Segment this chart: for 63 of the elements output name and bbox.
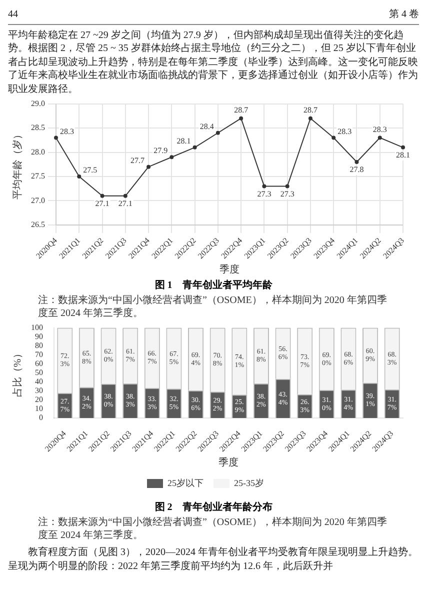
text: 注：数据来源为“中国小微经营者调查”（OSOME），样本期间为 2020 年第四季度至 2024 年第三季度。 <box>37 516 388 542</box>
point <box>262 184 266 188</box>
point <box>285 184 290 188</box>
point <box>354 160 359 164</box>
y-tick-label: 70 <box>35 350 43 359</box>
point <box>123 194 128 198</box>
legend-label: 25岁以下 <box>168 478 204 488</box>
y-tick-label: 10 <box>35 404 43 414</box>
data-label: 28.3 <box>60 126 74 136</box>
y-tick-label: 26.5 <box>31 220 45 230</box>
data-label: 28.1 <box>176 136 191 146</box>
data-label: 28.7 <box>234 105 248 114</box>
text: 第 4 卷 <box>389 8 419 22</box>
data-label: 28.7 <box>303 105 318 114</box>
text: 平均年龄稳定在 27 ~29 岁之间（均值为 27.9 岁），但内部构成却呈现出值得关注的变化趋势。根据图 2，尽管 25 ~ 35 岁群体始终占据主导地位（约三分之二），但 25 岁以下青年创业者占比却呈现波动上升趋势，特别是在每年第二季度（毕业季）达到高峰。这一变化可能反映了近年来高校毕业生在就业市场面临挑战的背景下，更多选择通过创业（如开设小店等）作为职业发展路径。 <box>8 28 419 96</box>
text: 图 1 青年创业者平均年龄 <box>154 278 274 292</box>
data-label: 27.3 <box>257 189 272 198</box>
data-label: 28.3 <box>372 124 387 134</box>
y-tick-label: 90 <box>35 332 43 341</box>
data-label: 28.4 <box>200 122 214 131</box>
point <box>192 145 197 150</box>
point <box>170 155 174 160</box>
y-tick-label: 0 <box>39 413 43 422</box>
x-axis-title: 季度 <box>218 456 238 469</box>
y-axis-title: 占比（%） <box>12 348 24 398</box>
x-axis-title: 季度 <box>220 264 240 276</box>
y-tick-label: 30 <box>35 386 43 396</box>
point <box>146 164 151 169</box>
data-label: 28.1 <box>396 150 410 160</box>
y-tick-label: 27.0 <box>31 196 45 205</box>
data-label: 27.1 <box>95 198 110 208</box>
data-label: 27.3 <box>280 189 294 198</box>
point <box>332 136 336 140</box>
legend-label: 25-35岁 <box>234 478 264 488</box>
y-tick-label: 100 <box>31 322 43 332</box>
y-tick-label: 40 <box>35 377 43 386</box>
y-tick-label: 28.0 <box>31 147 45 156</box>
y-tick-label: 20 <box>35 395 43 404</box>
text: 教育程度方面（见图 3），2020—2024 年青年创业者平均受教育年限呈现明显上升趋势。呈现为两个明显的阶段：2022 年第三季度前平均约为 12.6 年，此后跃升并 <box>8 546 419 573</box>
data-label: 27.7 <box>130 156 145 165</box>
y-tick-label: 60 <box>35 358 43 368</box>
data-label: 28.3 <box>338 126 352 136</box>
point <box>100 194 104 198</box>
data-label: 27.5 <box>83 166 98 175</box>
text: 注：数据来源为“中国小微经营者调查”（OSOME），样本期间为 2020 年第四季度至 2024 年第三季度。 <box>37 294 388 320</box>
point <box>401 145 405 150</box>
point <box>308 116 312 120</box>
y-tick-label: 80 <box>35 340 43 350</box>
y-tick-label: 29.0 <box>31 98 45 108</box>
point <box>216 130 220 135</box>
text: 44 <box>8 8 18 22</box>
point <box>378 136 382 140</box>
data-label: 27.1 <box>118 198 132 208</box>
y-tick-label: 28.5 <box>31 123 45 132</box>
data-label: 27.8 <box>350 165 364 174</box>
y-tick-label: 27.5 <box>31 172 45 181</box>
point <box>54 136 58 140</box>
y-tick-label: 50 <box>35 368 43 377</box>
data-label: 27.9 <box>154 146 168 156</box>
point <box>77 174 82 179</box>
point <box>239 116 244 120</box>
y-axis-title: 平均年龄（岁） <box>12 129 24 200</box>
text: 图 2 青年创业者年龄分布 <box>154 500 274 514</box>
